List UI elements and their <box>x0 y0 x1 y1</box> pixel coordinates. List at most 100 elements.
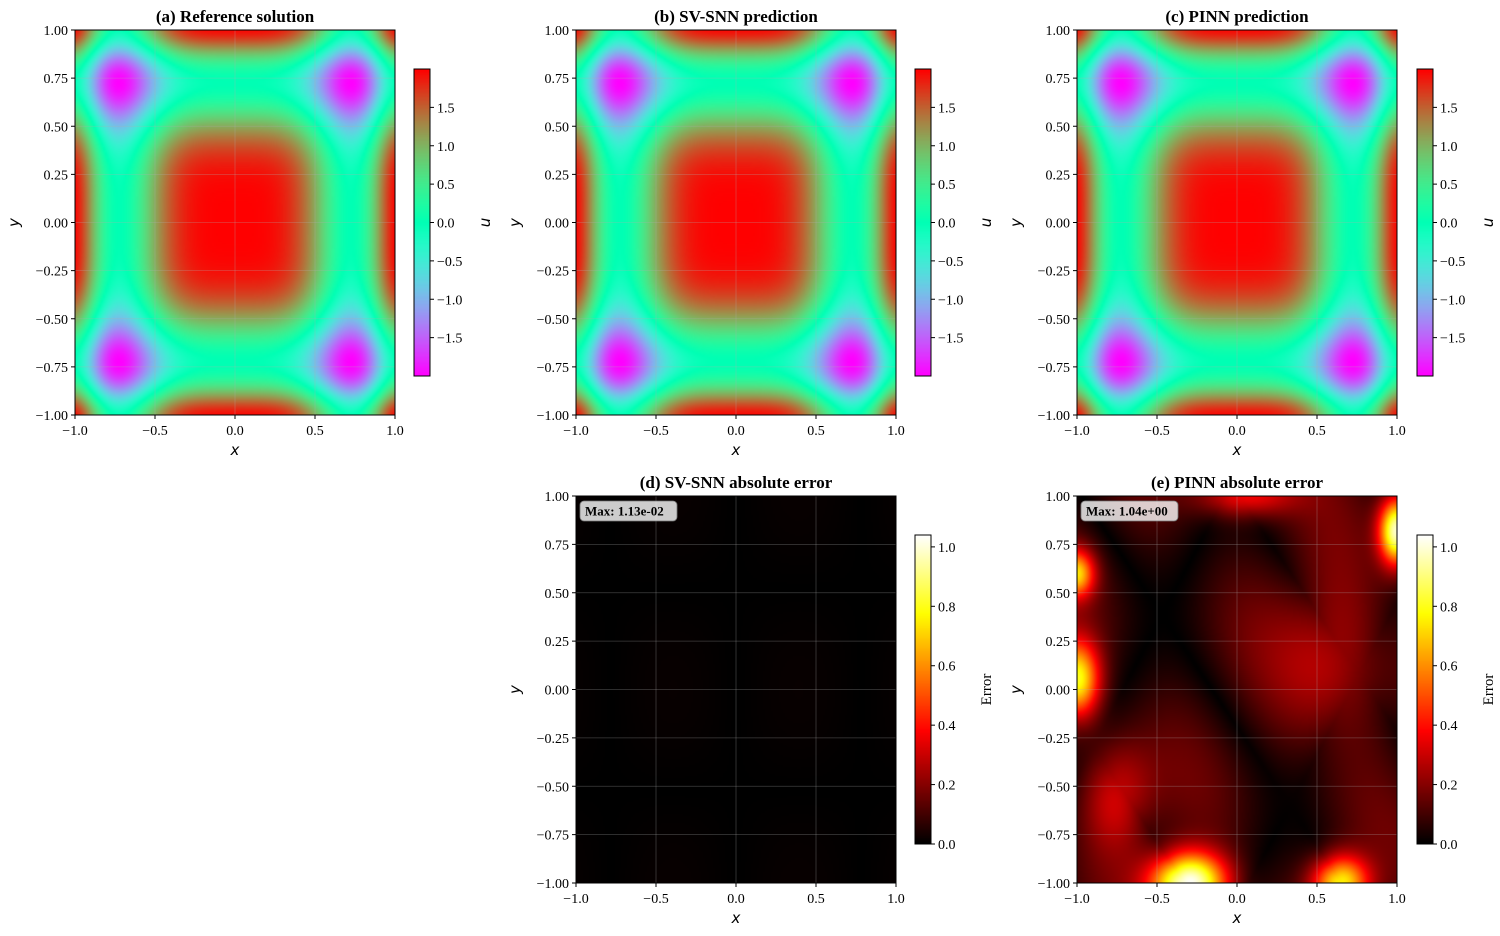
y-tick-label: −0.25 <box>537 732 569 747</box>
max-error-box <box>1080 500 1179 522</box>
colorbar-tick-label: 0.8 <box>938 600 956 615</box>
y-tick-label: −0.75 <box>537 361 569 376</box>
colorbar-tick-label: 0.6 <box>938 660 956 675</box>
y-tick-label: 0.50 <box>44 120 69 135</box>
y-tick-label: 0.75 <box>545 538 570 553</box>
panel-e: −1.0 −0.5 0.0 0.5 1.0 1.00 0.75 0.50 0.25 0.00 −0.… <box>1007 473 1497 927</box>
panel-title-b: (b) SV-SNN prediction <box>654 7 818 26</box>
y-tick-label: −0.75 <box>1038 829 1070 844</box>
y-tick-label: −0.25 <box>36 265 68 280</box>
y-tick-label: −1.00 <box>1038 409 1070 424</box>
x-tick-label: 1.0 <box>887 892 905 907</box>
x-tick-label: 0.5 <box>1308 892 1326 907</box>
colorbar-tick-label: 0.0 <box>1440 838 1458 853</box>
colorbar-frame <box>914 534 932 845</box>
y-tick-label: 0.25 <box>545 168 570 183</box>
colorbar-tick-label: −1.0 <box>1440 293 1465 308</box>
colorbar-label: Error <box>979 674 995 706</box>
x-tick-label: 0.0 <box>226 424 244 439</box>
colorbar-tick-label: 1.5 <box>1440 101 1458 116</box>
colorbar-tick-label: 0.0 <box>938 838 956 853</box>
colorbar-e <box>1417 535 1433 844</box>
y-axis-label: y <box>506 684 524 695</box>
y-tick-label: 0.25 <box>44 168 69 183</box>
x-tick-label: −0.5 <box>142 424 167 439</box>
colorbar-tick-label: 0.5 <box>437 178 455 193</box>
y-tick-label: −0.25 <box>1038 265 1070 280</box>
y-axis-label: y <box>5 217 23 228</box>
y-tick-label: −0.75 <box>36 361 68 376</box>
x-tick-label: 0.5 <box>1308 424 1326 439</box>
panel-c: −1.0 −0.5 0.0 0.5 1.0 1.00 0.75 0.50 0.25 0.00 −0.… <box>1007 7 1497 459</box>
y-tick-label: 0.00 <box>1046 217 1071 232</box>
y-axis-label: y <box>1007 217 1025 228</box>
y-tick-label: 1.00 <box>545 24 570 39</box>
colorbar-label: u <box>1479 218 1497 228</box>
colorbar-tick-label: −1.0 <box>938 293 963 308</box>
heatmap-image-c <box>1077 30 1397 415</box>
x-tick-label: 1.0 <box>1388 424 1406 439</box>
y-tick-label: −0.50 <box>537 780 569 795</box>
x-tick-label: −0.5 <box>1144 424 1169 439</box>
y-tick-label: 1.00 <box>1046 24 1071 39</box>
colorbar-tick-label: 1.0 <box>938 541 956 556</box>
colorbar-tick-label: −0.5 <box>437 255 462 270</box>
colorbar-tick-label: 0.0 <box>938 217 956 232</box>
x-tick-label: −1.0 <box>563 424 588 439</box>
x-tick-label: 0.5 <box>306 424 324 439</box>
y-tick-label: 1.00 <box>44 24 69 39</box>
colorbar-tick-label: 0.4 <box>1440 719 1458 734</box>
x-axis-label: x <box>731 909 741 927</box>
colorbar-frame <box>1416 534 1434 845</box>
colorbar-b <box>915 69 931 376</box>
panel-title-c: (c) PINN prediction <box>1165 7 1309 26</box>
x-tick-label: −1.0 <box>62 424 87 439</box>
y-tick-label: 0.00 <box>545 684 570 699</box>
colorbar-tick-label: 0.2 <box>1440 779 1458 794</box>
colorbar-tick-label: −1.5 <box>938 332 963 347</box>
y-tick-label: 0.50 <box>545 587 570 602</box>
y-tick-label: −0.75 <box>1038 361 1070 376</box>
x-tick-label: −1.0 <box>1064 892 1089 907</box>
colorbar-c <box>1417 69 1433 376</box>
y-tick-label: −0.50 <box>537 313 569 328</box>
colorbar-label: u <box>476 218 494 228</box>
y-tick-label: 0.50 <box>545 120 570 135</box>
x-tick-label: 0.5 <box>807 892 825 907</box>
panel-title-a: (a) Reference solution <box>156 7 315 26</box>
max-error-text: Max: 1.04e+00 <box>1086 504 1168 519</box>
panel-b: −1.0 −0.5 0.0 0.5 1.0 1.00 0.75 0.50 0.25 0.00 −0.… <box>506 7 995 459</box>
x-tick-label: 1.0 <box>386 424 404 439</box>
x-axis-label: x <box>230 441 240 459</box>
colorbar-tick-label: 0.2 <box>938 779 956 794</box>
y-tick-label: −0.25 <box>1038 732 1070 747</box>
colorbar-tick-label: 1.5 <box>437 101 455 116</box>
colorbar-tick-label: −1.5 <box>437 332 462 347</box>
panel-a: −1.0 −0.5 0.0 0.5 1.0 1.00 0.75 0.50 0.25 0.00 −0.… <box>5 7 494 459</box>
x-axis-label: x <box>1232 441 1242 459</box>
heatmap-image-a <box>75 30 395 415</box>
panel-title-d: (d) SV-SNN absolute error <box>640 473 833 492</box>
colorbar-tick-label: 1.0 <box>437 140 455 155</box>
y-tick-label: 0.00 <box>1046 684 1071 699</box>
max-error-box <box>579 500 678 522</box>
y-tick-label: 0.00 <box>44 217 69 232</box>
y-axis-label: y <box>506 217 524 228</box>
max-error-text: Max: 1.13e-02 <box>585 504 664 519</box>
y-tick-label: 0.75 <box>545 72 570 87</box>
y-tick-label: 0.25 <box>1046 635 1071 650</box>
heatmap-image-e <box>1077 496 1397 883</box>
y-tick-label: −1.00 <box>537 877 569 892</box>
y-tick-label: 0.75 <box>1046 538 1071 553</box>
x-tick-label: −0.5 <box>643 424 668 439</box>
x-tick-label: 0.0 <box>1228 892 1246 907</box>
y-tick-label: 0.50 <box>1046 120 1071 135</box>
colorbar-tick-label: 0.8 <box>1440 600 1458 615</box>
colorbar-tick-label: 0.5 <box>1440 178 1458 193</box>
panel-d: −1.0 −0.5 0.0 0.5 1.0 1.00 0.75 0.50 0.25 0.00 −0.… <box>506 473 995 927</box>
y-tick-label: 0.25 <box>1046 168 1071 183</box>
colorbar-tick-label: 1.0 <box>1440 140 1458 155</box>
x-tick-label: −1.0 <box>1064 424 1089 439</box>
y-tick-label: −0.50 <box>1038 780 1070 795</box>
